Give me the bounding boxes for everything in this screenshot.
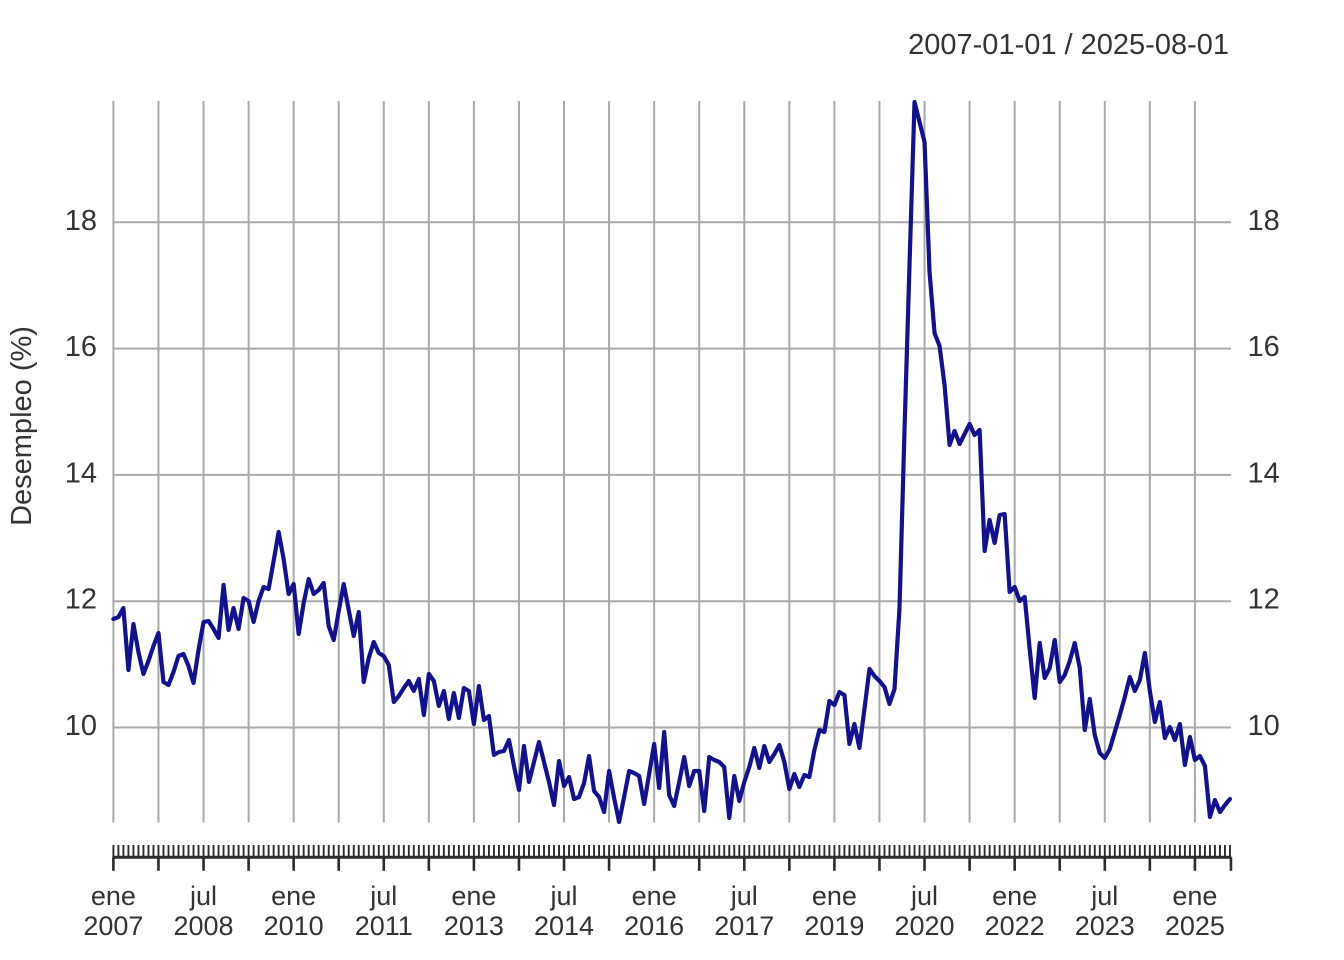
svg-text:jul: jul [1090,881,1118,911]
svg-text:10: 10 [1248,710,1280,742]
svg-text:2023: 2023 [1075,911,1135,941]
svg-text:Desempleo (%): Desempleo (%) [6,326,38,526]
svg-text:16: 16 [65,331,97,363]
svg-text:ene: ene [91,881,136,911]
svg-text:ene: ene [812,881,857,911]
svg-text:jul: jul [189,881,217,911]
svg-text:2019: 2019 [804,911,864,941]
svg-text:14: 14 [65,457,97,489]
svg-text:2013: 2013 [444,911,504,941]
svg-text:2010: 2010 [264,911,324,941]
svg-text:2016: 2016 [624,911,684,941]
svg-text:jul: jul [550,881,578,911]
svg-text:2022: 2022 [985,911,1045,941]
svg-text:18: 18 [1248,205,1280,237]
svg-text:2017: 2017 [714,911,774,941]
svg-text:ene: ene [632,881,677,911]
svg-text:16: 16 [1248,331,1280,363]
svg-text:12: 12 [65,584,97,616]
svg-text:14: 14 [1248,457,1280,489]
svg-text:ene: ene [992,881,1037,911]
svg-text:ene: ene [271,881,316,911]
svg-text:jul: jul [910,881,938,911]
svg-text:jul: jul [369,881,397,911]
svg-text:ene: ene [1172,881,1217,911]
svg-text:2025: 2025 [1165,911,1225,941]
svg-text:2007-01-01 / 2025-08-01: 2007-01-01 / 2025-08-01 [908,29,1229,61]
svg-text:10: 10 [65,710,97,742]
svg-text:jul: jul [730,881,758,911]
svg-text:2020: 2020 [894,911,954,941]
svg-text:2008: 2008 [173,911,233,941]
svg-text:12: 12 [1248,584,1280,616]
svg-text:2014: 2014 [534,911,594,941]
svg-text:2007: 2007 [83,911,143,941]
svg-text:ene: ene [451,881,496,911]
svg-text:18: 18 [65,205,97,237]
svg-text:2011: 2011 [355,911,413,941]
